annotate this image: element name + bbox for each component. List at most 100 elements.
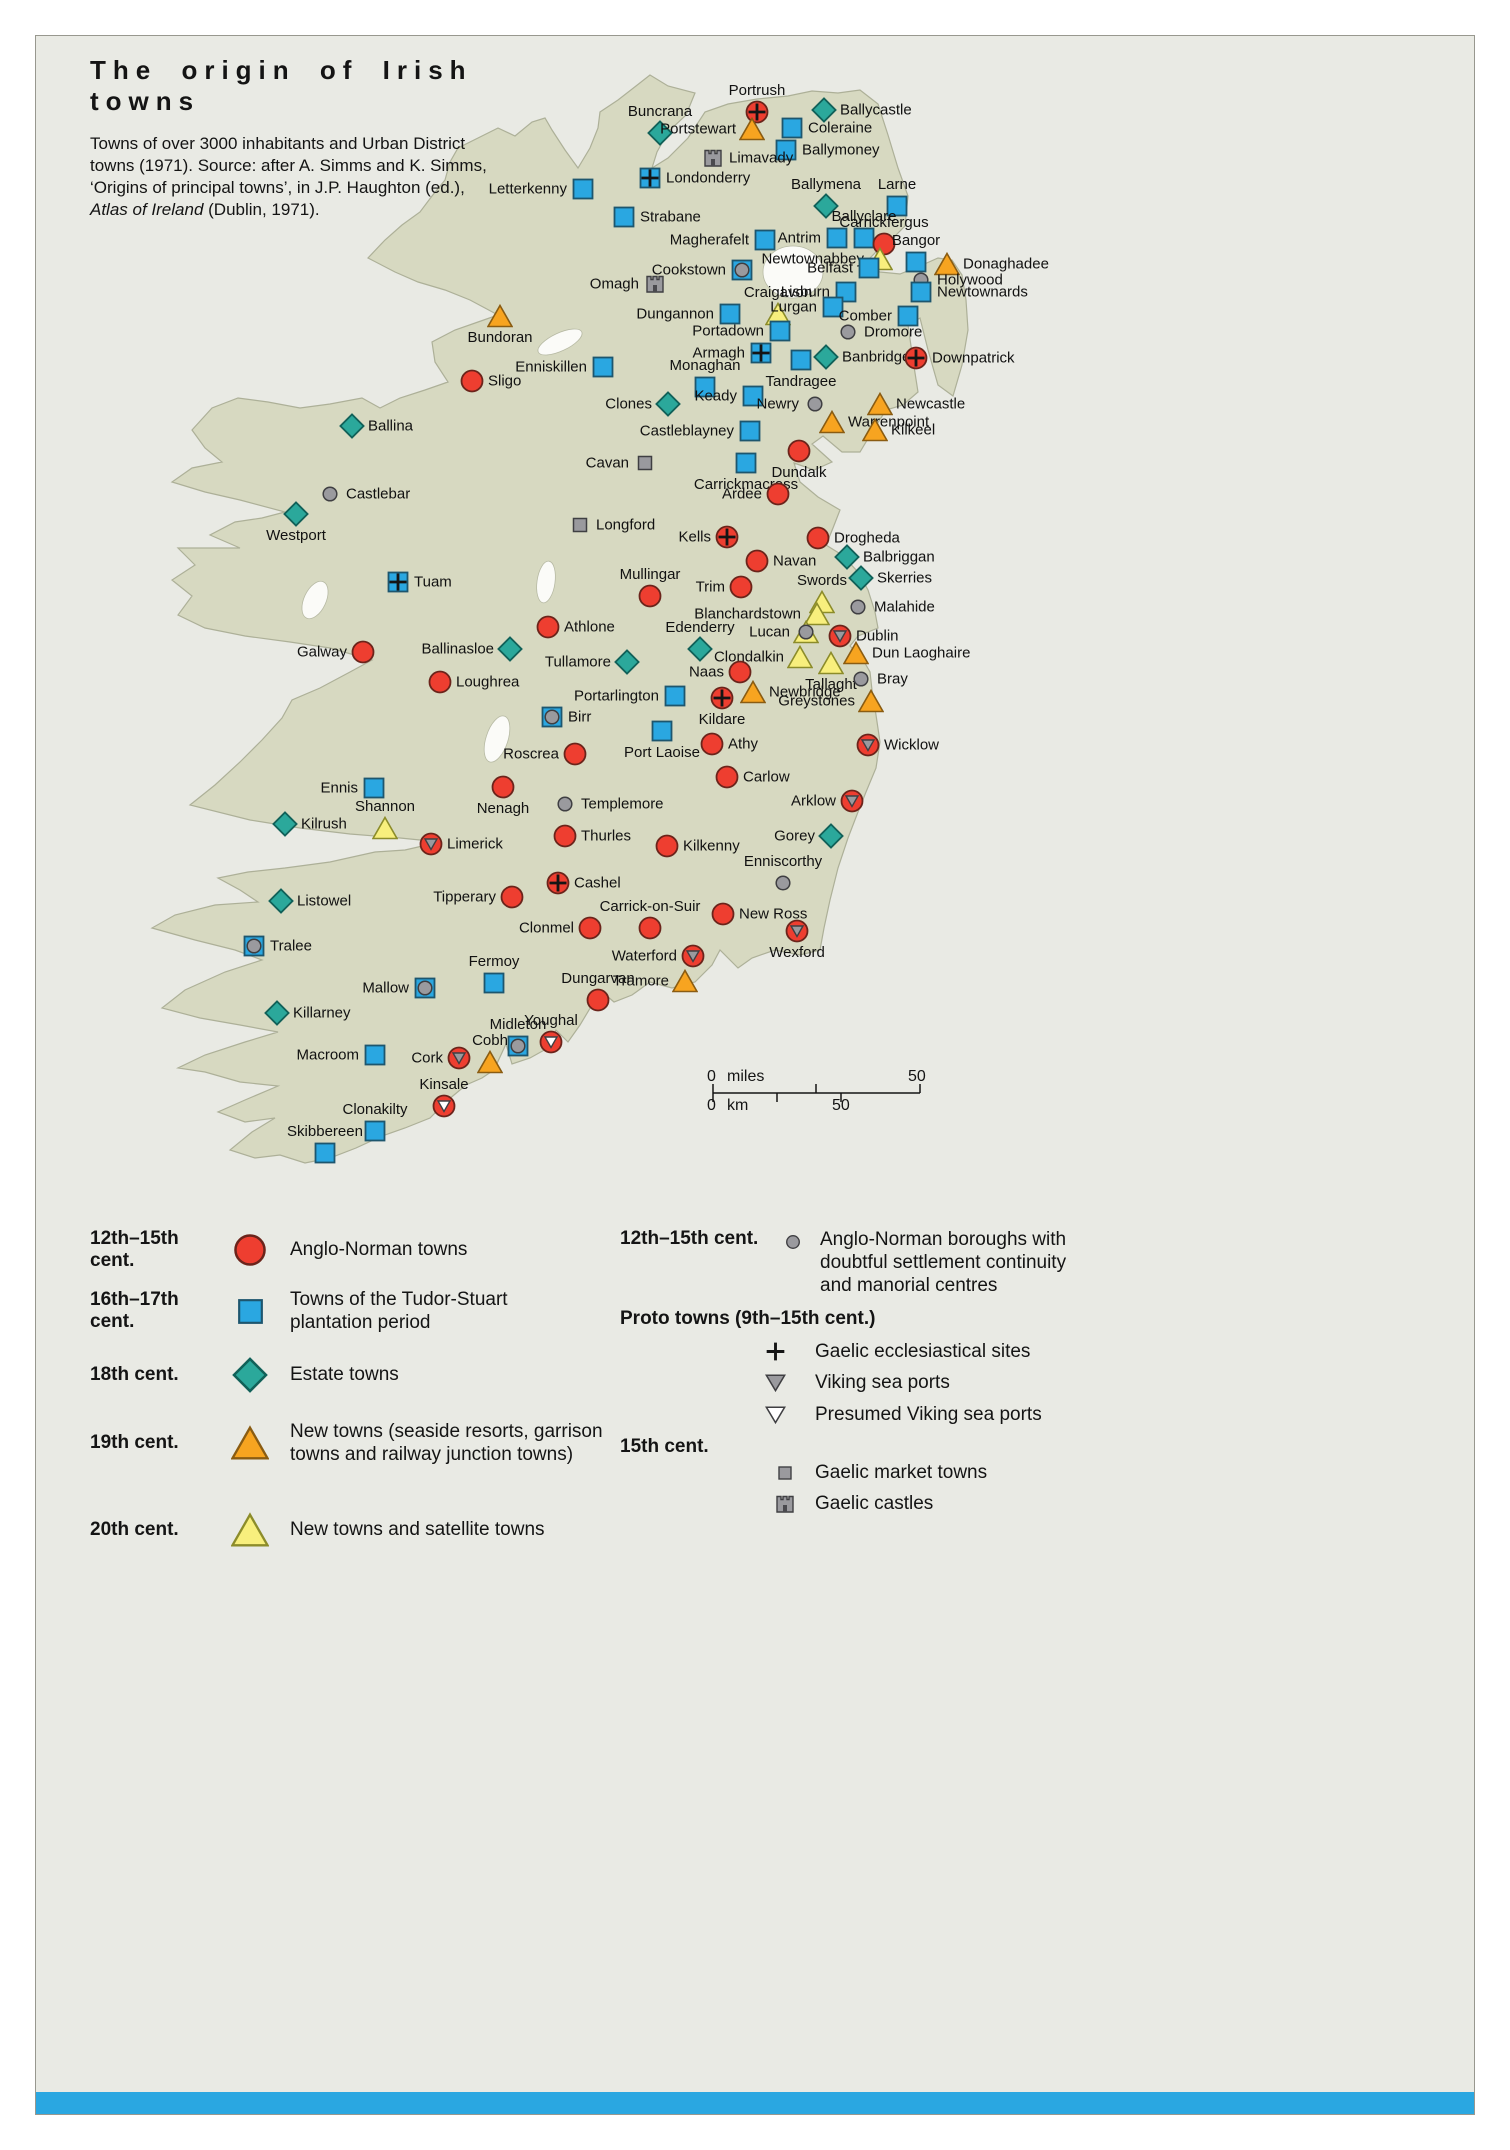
town-symbol-tudor [737, 418, 763, 444]
town-label: Londonderry [666, 169, 751, 187]
town-label: Omagh [589, 275, 639, 293]
town-symbol-anglo_norman [562, 741, 588, 767]
title-block: The origin of Irish towns Towns of over … [90, 55, 550, 221]
town-symbol-new19 [486, 303, 514, 329]
town-label: New Ross [739, 905, 808, 923]
town-label: Skibbereen [287, 1123, 363, 1140]
town-label: Ballymoney [802, 141, 880, 159]
town-symbol-new20-borough [792, 619, 820, 645]
town-label: Mallow [362, 979, 409, 997]
town-label: Keady [694, 387, 737, 405]
town-label: Kilkenny [683, 837, 740, 855]
town-label: Clones [605, 395, 652, 413]
town-symbol-anglo_norman [499, 884, 525, 910]
town-label: Limerick [447, 835, 503, 853]
town-symbol-borough [317, 481, 343, 507]
town-label: Cobh [472, 1032, 508, 1049]
town-symbol-tudor [903, 249, 929, 275]
town-label: Larne [877, 176, 917, 193]
legend-label: Estate towns [290, 1364, 399, 1386]
town-label: Newtownabbey [761, 250, 864, 268]
town-symbol-anglo_norman [786, 438, 812, 464]
town-label: Carlow [743, 768, 790, 786]
source-atlas-title: Atlas of Ireland [90, 200, 204, 220]
town-label: Athlone [564, 618, 615, 636]
town-symbol-new20 [371, 815, 399, 841]
town-symbol-borough [770, 870, 796, 896]
town-label: Dungannon [636, 305, 714, 323]
town-symbol-tudor [649, 718, 675, 744]
town-symbol-estate [811, 97, 837, 123]
town-label: Trim [695, 578, 725, 596]
legend-label: Gaelic market towns [815, 1462, 988, 1484]
legend-label: Anglo-Norman boroughs with doubtful sett… [820, 1229, 1067, 1297]
town-label: Clondalkin [713, 648, 784, 666]
town-label: Lisburn [780, 283, 830, 301]
town-label: Clonakilty [342, 1101, 408, 1118]
town-label: Craigavon [743, 284, 813, 301]
town-label: Longford [596, 516, 656, 534]
town-label: Edenderry [665, 619, 735, 636]
town-label: Ballycastle [840, 101, 912, 119]
town-symbol-castle [700, 145, 726, 171]
town-label: Midleton [489, 1016, 547, 1033]
legend-heading: Proto towns (9th–15th cent.) [620, 1308, 876, 1329]
town-symbol-tudor [717, 301, 743, 327]
town-symbol-new19 [933, 251, 961, 277]
town-label: Youghal [524, 1012, 578, 1029]
town-label: Dun Laoghaire [872, 644, 971, 662]
town-symbol-estate [264, 1000, 290, 1026]
bottom-accent-bar [36, 2092, 1474, 2114]
source-line-4-tail: (Dublin, 1971). [203, 200, 320, 220]
town-label: Portadown [692, 322, 764, 340]
town-label: Athy [728, 735, 759, 753]
town-symbol-anglo_norman [728, 574, 754, 600]
borough-icon [781, 1230, 805, 1254]
town-symbol-tudor-borough [412, 975, 438, 1001]
town-symbol-tudor [362, 1042, 388, 1068]
town-label: Roscrea [503, 745, 559, 763]
town-label: Sligo [488, 372, 522, 390]
town-symbol-borough [835, 319, 861, 345]
town-symbol-anglo_norman [552, 823, 578, 849]
town-symbol-new20 [803, 601, 831, 627]
town-label: Lurgan [770, 298, 817, 316]
town-symbol-anglo_norman-presumed_viking [431, 1093, 457, 1119]
town-symbol-anglo_norman [805, 525, 831, 551]
town-symbol-borough [552, 791, 578, 817]
town-label: Skerries [877, 569, 933, 587]
legend-row-gaelic-castles: Gaelic castles [620, 1491, 933, 1517]
town-label: Navan [773, 552, 817, 570]
town-symbol-tudor [824, 225, 850, 251]
scale-km-zero: 0 [707, 1097, 716, 1114]
town-label: Letterkenny [488, 180, 567, 198]
town-label: Portarlington [573, 687, 659, 705]
town-symbol-anglo_norman [577, 915, 603, 941]
legend-period: 16th–17th cent. [90, 1289, 179, 1333]
scale-miles-max: 50 [908, 1068, 926, 1085]
town-symbol-estate [818, 823, 844, 849]
town-symbol-anglo_norman-eccl [545, 870, 571, 896]
town-label: Gorey [774, 827, 815, 845]
town-label: Newtownards [937, 283, 1028, 301]
town-label: Banbridge [842, 348, 911, 366]
town-label: Bangor [891, 232, 941, 249]
town-label: Listowel [297, 892, 352, 910]
town-symbol-estate [614, 649, 640, 675]
town-label: Magherafelt [669, 231, 749, 249]
town-symbol-anglo_norman [585, 987, 611, 1013]
town-label: Coleraine [808, 119, 873, 137]
town-symbol-new19 [842, 640, 870, 666]
town-symbol-anglo_norman-viking [855, 732, 881, 758]
town-symbol-estate [687, 636, 713, 662]
town-label: Ballymena [790, 176, 862, 193]
town-label: Donaghadee [963, 255, 1049, 273]
town-symbol-new19 [671, 968, 699, 994]
town-label: Cashel [574, 874, 621, 892]
town-label: Wexford [769, 944, 825, 961]
town-label: Tipperary [433, 888, 496, 906]
town-symbol-new19 [476, 1049, 504, 1075]
scale-km-unit: km [727, 1097, 749, 1114]
town-symbol-anglo_norman [427, 669, 453, 695]
